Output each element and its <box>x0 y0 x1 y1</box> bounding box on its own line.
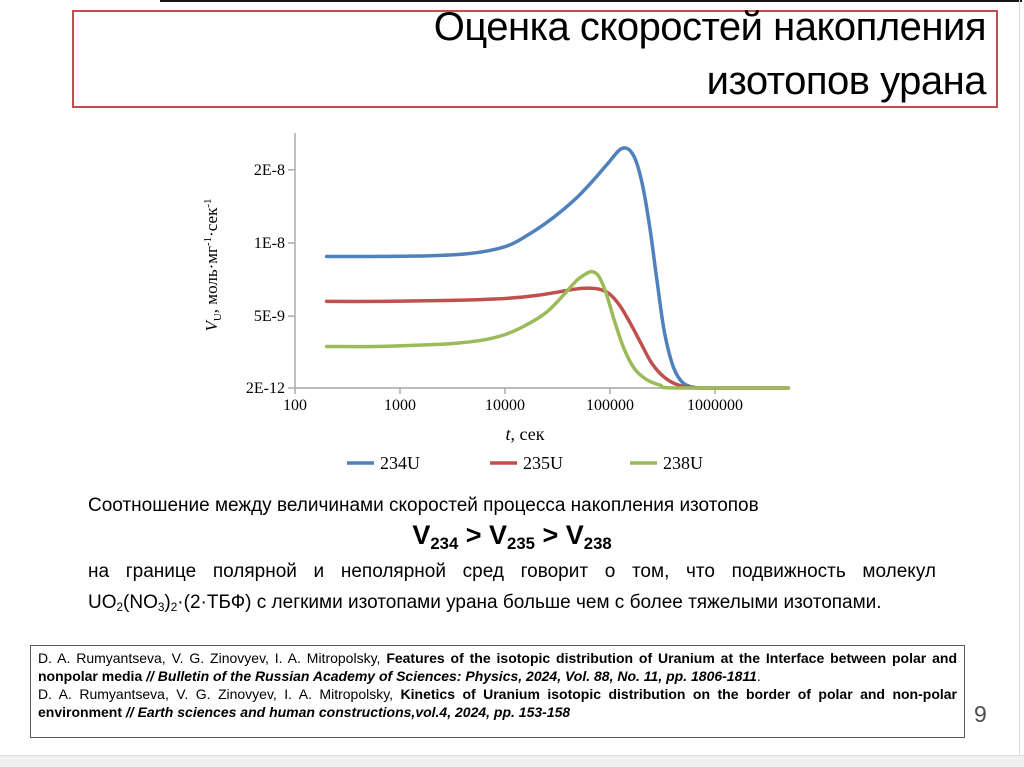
x-tick-label: 100000 <box>586 397 634 414</box>
bottom-margin-strip <box>0 755 1024 767</box>
legend-label-238U: 238U <box>663 453 703 473</box>
chart-container: 2E-8 1E-8 5E-9 2E-12 100 1000 10000 100000 10000… <box>195 130 805 475</box>
title-border-box <box>72 10 998 108</box>
top-edge-line <box>160 0 1022 2</box>
y-tick-label: 5E-9 <box>254 308 285 325</box>
page-number: 9 <box>974 701 987 727</box>
x-tick-label: 1000 <box>384 397 416 414</box>
x-tick-label: 1000000 <box>687 397 743 414</box>
legend-label-234U: 234U <box>380 453 420 473</box>
legend-label-235U: 235U <box>523 453 563 473</box>
y-tick-label: 2E-12 <box>246 380 285 397</box>
slide-title-line1: Оценка скоростей накопления <box>433 5 987 49</box>
x-tick-label: 10000 <box>485 397 525 414</box>
x-tick-label: 100 <box>283 397 307 414</box>
y-tick-label: 1E-8 <box>254 235 285 252</box>
reference-item-1: D. A. Rumyantseva, V. G. Zinovyev, I. A.… <box>38 650 958 684</box>
slide-title-line2: изотопов урана <box>706 59 987 103</box>
x-axis-title: t, сек <box>506 424 545 444</box>
body-paragraph: на границе полярной и неполярной сред го… <box>88 561 936 614</box>
rate-inequality-formula: V234 > V235 > V238 <box>412 520 612 554</box>
slide-right-edge <box>1019 0 1020 755</box>
series-line-234U <box>324 146 791 390</box>
y-axis-title: VU, моль·мг-1·сек-1 <box>202 198 224 331</box>
body-intro-line: Соотношение между величинами скоростей п… <box>88 495 759 516</box>
series-line-235U <box>324 286 791 390</box>
y-tick-label: 2E-8 <box>254 162 285 179</box>
reference-item-2: D. A. Rumyantseva, V. G. Zinovyev, I. A.… <box>38 686 957 720</box>
references-box: D. A. Rumyantseva, V. G. Zinovyev, I. A.… <box>30 645 965 738</box>
slide-title: Оценка скоростей накопления изотопов ура… <box>72 0 987 108</box>
series-line-238U <box>324 269 791 390</box>
